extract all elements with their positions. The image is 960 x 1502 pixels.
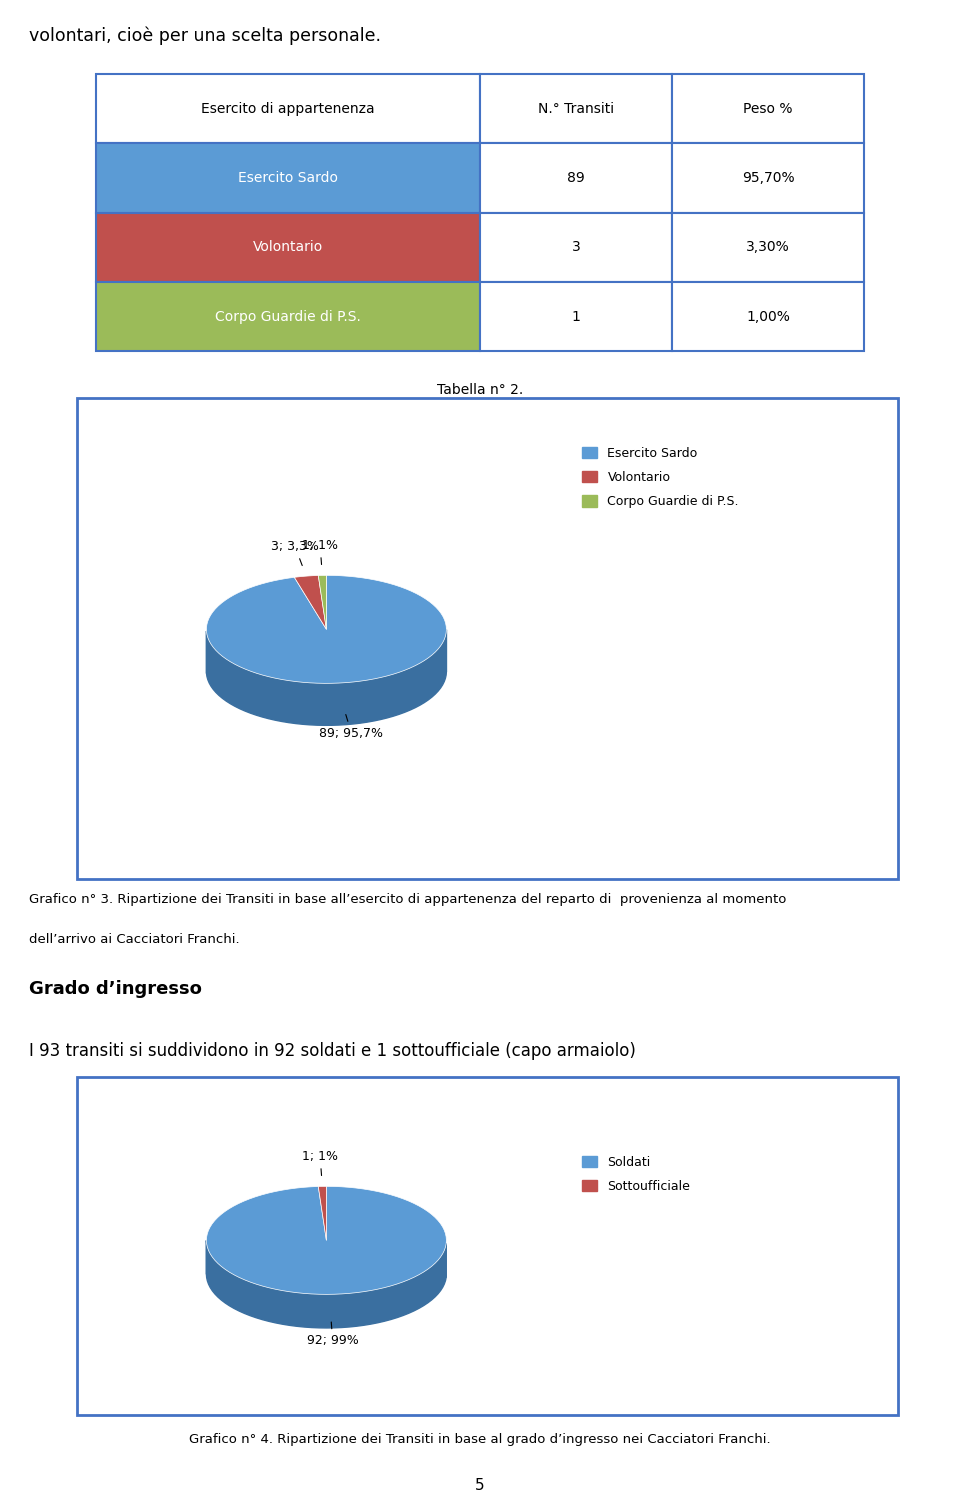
Text: Esercito Sardo: Esercito Sardo <box>238 171 338 185</box>
Text: 95,70%: 95,70% <box>742 171 794 185</box>
Polygon shape <box>326 1241 446 1277</box>
Text: 89; 95,7%: 89; 95,7% <box>320 715 383 740</box>
Text: volontari, cioè per una scelta personale.: volontari, cioè per una scelta personale… <box>29 26 381 45</box>
Polygon shape <box>319 1187 326 1241</box>
Bar <box>672 213 864 282</box>
Bar <box>96 282 480 351</box>
Polygon shape <box>326 629 446 671</box>
Polygon shape <box>206 629 326 673</box>
Text: Grado d’ingresso: Grado d’ingresso <box>29 981 202 999</box>
Text: 3,30%: 3,30% <box>746 240 790 254</box>
Text: Tabella n° 2.: Tabella n° 2. <box>437 383 523 397</box>
Legend: Esercito Sardo, Volontario, Corpo Guardie di P.S.: Esercito Sardo, Volontario, Corpo Guardi… <box>578 442 744 514</box>
Text: 1,00%: 1,00% <box>746 309 790 324</box>
Text: Peso %: Peso % <box>743 102 793 116</box>
Text: Corpo Guardie di P.S.: Corpo Guardie di P.S. <box>215 309 361 324</box>
Bar <box>480 213 672 282</box>
Text: Grafico n° 3. Ripartizione dei Transiti in base all’esercito di appartenenza del: Grafico n° 3. Ripartizione dei Transiti … <box>29 894 786 906</box>
Polygon shape <box>295 575 326 629</box>
Text: 1: 1 <box>571 309 581 324</box>
Text: 92; 99%: 92; 99% <box>307 1322 358 1347</box>
Bar <box>672 282 864 351</box>
Polygon shape <box>206 1187 446 1295</box>
Legend: Soldati, Sottoufficiale: Soldati, Sottoufficiale <box>578 1151 695 1199</box>
Text: 1; 1%: 1; 1% <box>302 1151 338 1176</box>
Bar <box>672 143 864 213</box>
Text: dell’arrivo ai Cacciatori Franchi.: dell’arrivo ai Cacciatori Franchi. <box>29 933 239 946</box>
Text: Volontario: Volontario <box>252 240 324 254</box>
Text: 1; 1%: 1; 1% <box>302 539 338 565</box>
Bar <box>96 74 480 143</box>
Bar <box>96 213 480 282</box>
Bar <box>672 74 864 143</box>
Text: 3; 3,3%: 3; 3,3% <box>271 541 319 566</box>
Text: N.° Transiti: N.° Transiti <box>538 102 614 116</box>
Text: 3: 3 <box>571 240 581 254</box>
Bar <box>480 143 672 213</box>
Polygon shape <box>206 629 446 725</box>
Bar <box>480 282 672 351</box>
Text: I 93 transiti si suddividono in 92 soldati e 1 sottoufficiale (capo armaiolo): I 93 transiti si suddividono in 92 solda… <box>29 1042 636 1060</box>
Polygon shape <box>206 1241 446 1328</box>
Bar <box>96 143 480 213</box>
Polygon shape <box>206 1241 326 1274</box>
Text: 89: 89 <box>567 171 585 185</box>
Text: 5: 5 <box>475 1478 485 1493</box>
Polygon shape <box>319 575 326 629</box>
Text: Esercito di appartenenza: Esercito di appartenenza <box>202 102 374 116</box>
Text: Grafico n° 4. Ripartizione dei Transiti in base al grado d’ingresso nei Cacciato: Grafico n° 4. Ripartizione dei Transiti … <box>189 1433 771 1446</box>
Bar <box>480 74 672 143</box>
Polygon shape <box>206 575 446 683</box>
